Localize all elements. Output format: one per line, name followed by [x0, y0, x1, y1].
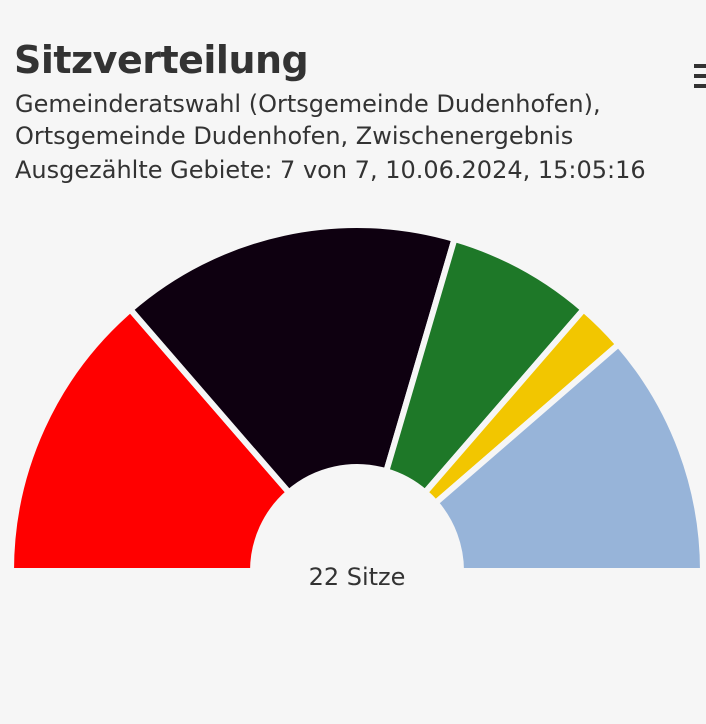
subtitle-election: Gemeinderatswahl (Ortsgemeinde Dudenhofe…: [15, 90, 601, 118]
menu-icon[interactable]: [694, 62, 706, 90]
page-title: Sitzverteilung: [14, 38, 309, 82]
subtitle-counted-areas: Ausgezählte Gebiete: 7 von 7, 10.06.2024…: [15, 156, 646, 184]
total-seats-label: 22 Sitze: [309, 563, 406, 591]
subtitle-municipality: Ortsgemeinde Dudenhofen, Zwischenergebni…: [15, 122, 574, 150]
seat-distribution-chart: 22 Sitze: [7, 222, 706, 591]
seat-slice-5[interactable]: [431, 340, 706, 574]
seat-slice-1[interactable]: [7, 305, 294, 574]
seat-slice-2[interactable]: [126, 222, 459, 497]
